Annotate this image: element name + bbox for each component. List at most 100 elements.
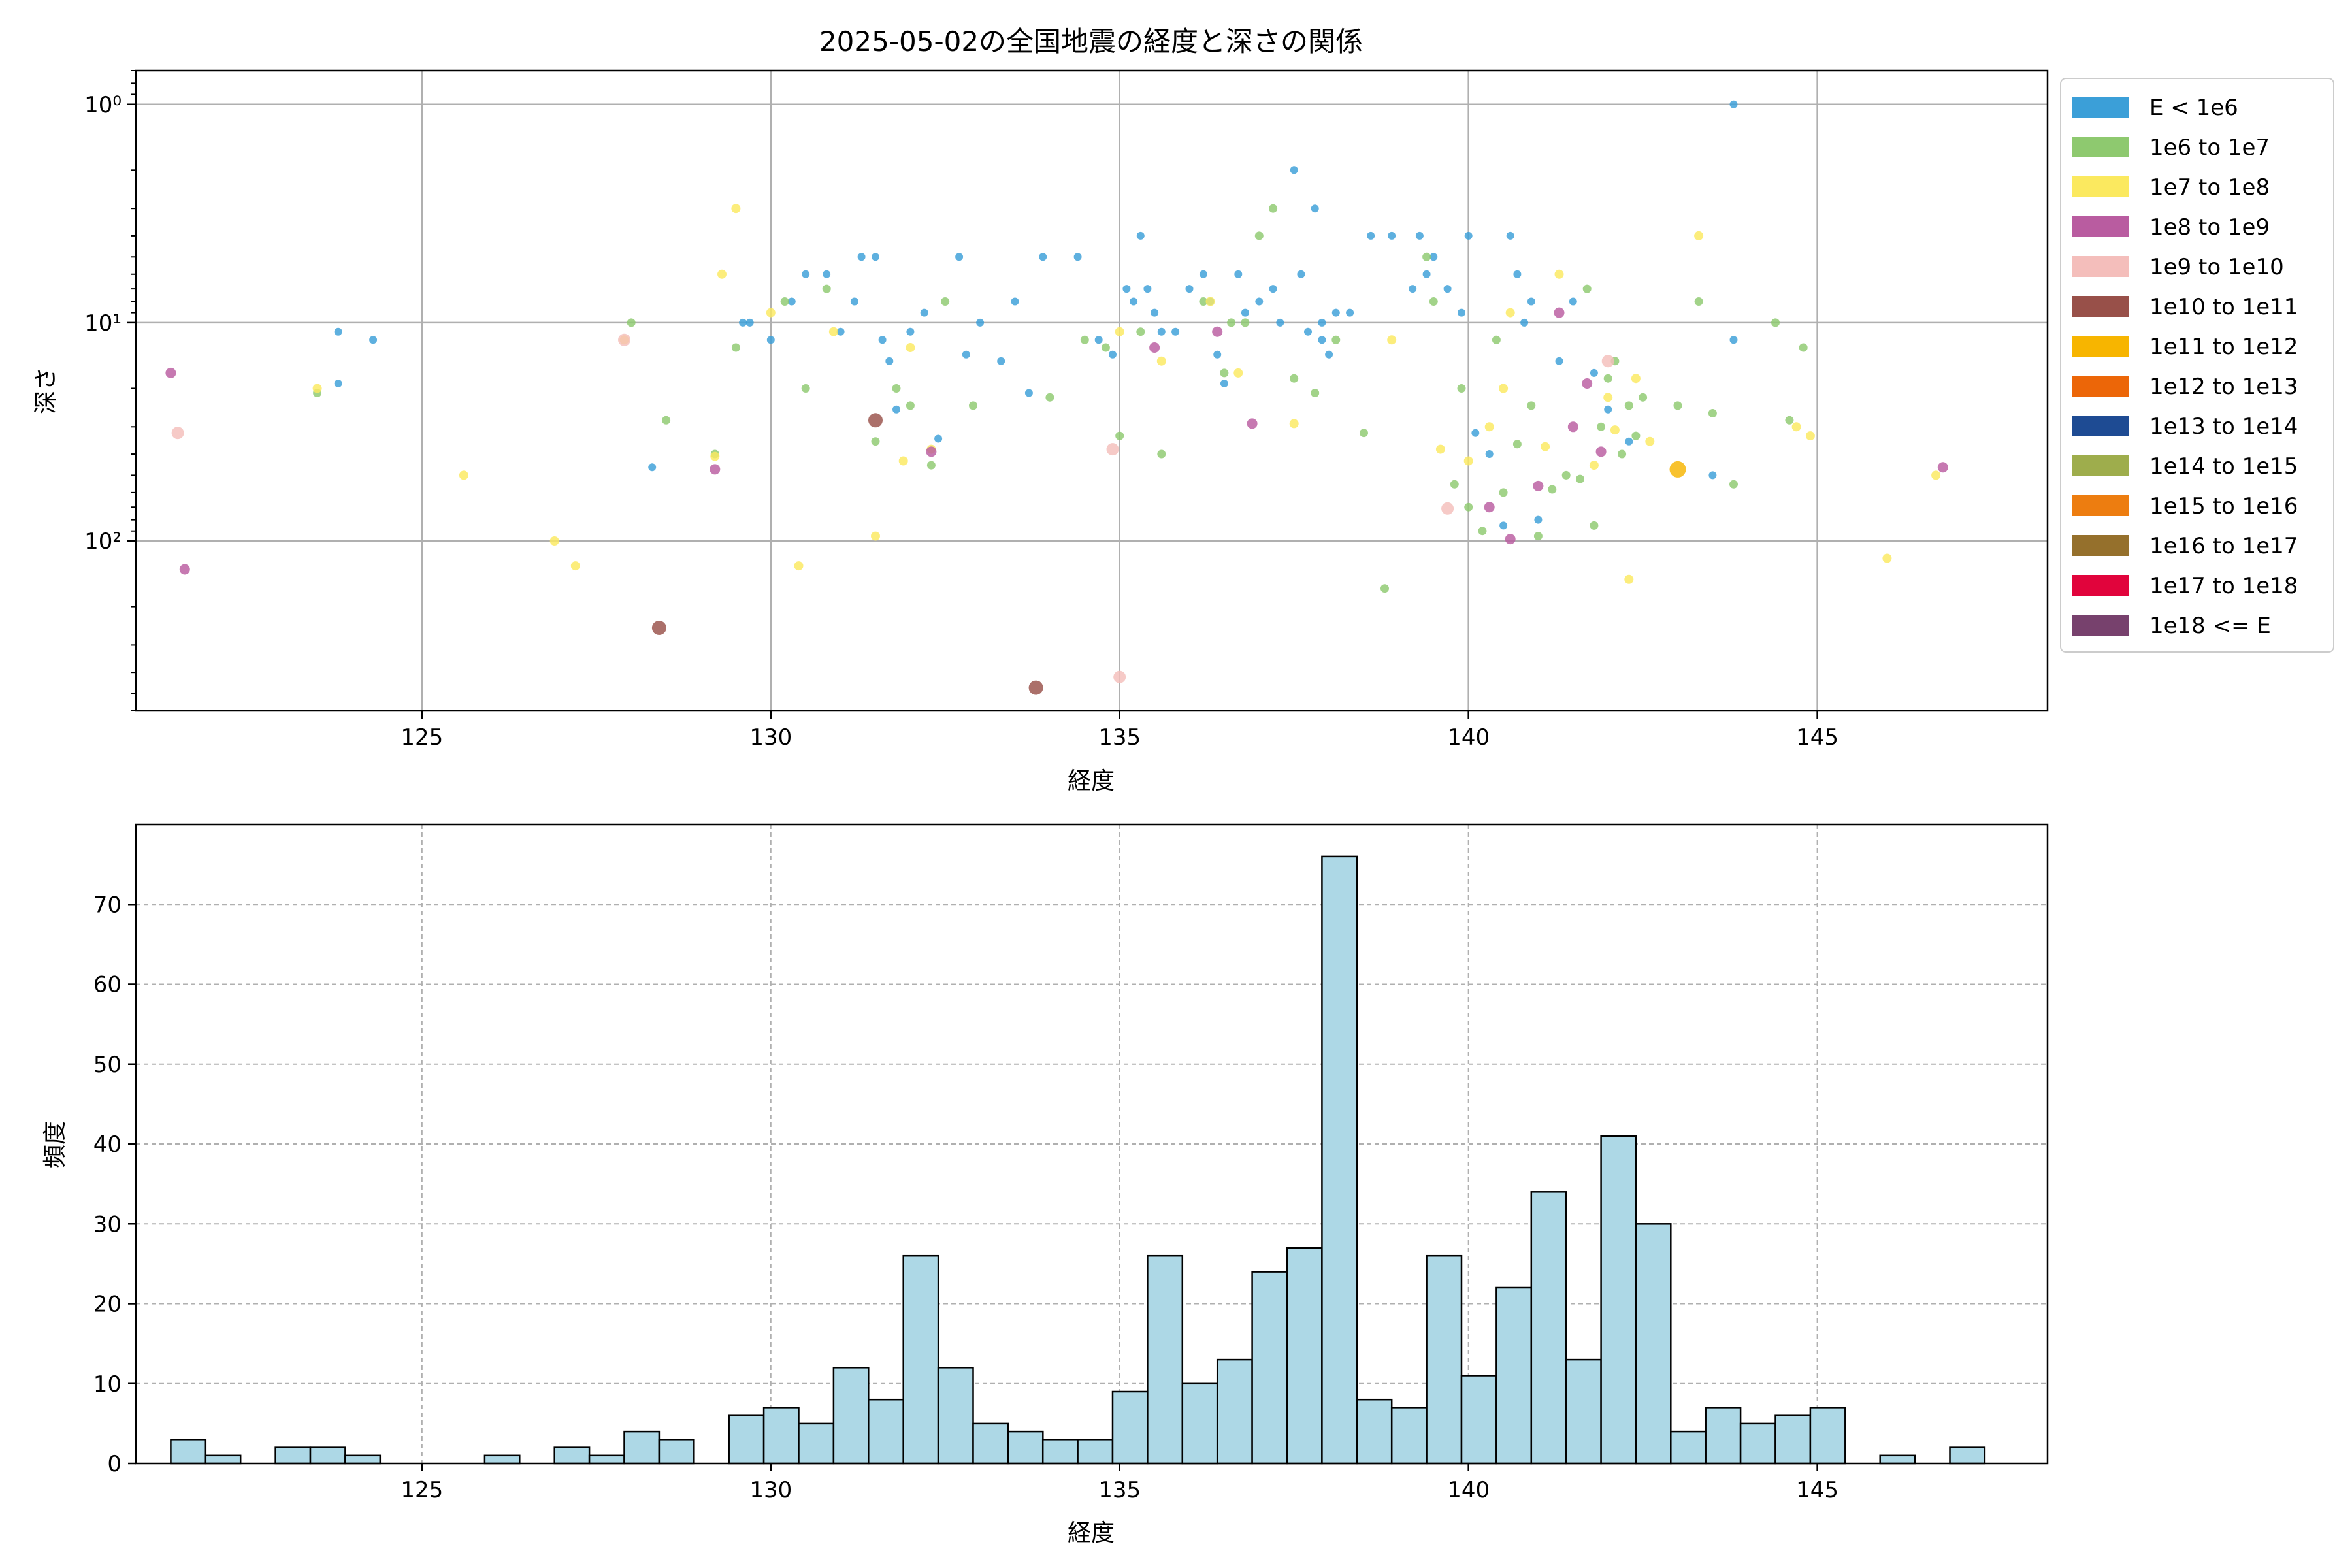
legend-label: 1e17 to 1e18 [2149, 573, 2298, 599]
scatter-point [1255, 297, 1264, 306]
scatter-point [1113, 670, 1126, 683]
scatter-point [857, 253, 866, 261]
histogram-bar [1879, 1454, 1916, 1465]
scatter-point [1708, 471, 1717, 480]
scatter-point [1601, 355, 1614, 368]
scatter-point [898, 456, 908, 466]
histogram-y-tick-label: 0 [107, 1451, 122, 1477]
scatter-plot-frame [135, 69, 2049, 712]
scatter-point [850, 297, 858, 306]
scatter-point [1471, 429, 1480, 437]
scatter-point [1582, 378, 1593, 389]
histogram-bar [1147, 1254, 1184, 1465]
scatter-point [1441, 502, 1454, 515]
scatter-point [334, 380, 342, 387]
scatter-point [892, 405, 900, 414]
scatter-minor-ticks [131, 70, 136, 711]
scatter-point [1791, 422, 1801, 432]
histogram-y-tick-label: 30 [93, 1211, 122, 1237]
scatter-point [1492, 335, 1501, 344]
scatter-point [1269, 285, 1277, 293]
scatter-x-tick-label: 135 [1098, 725, 1141, 751]
histogram-bar [1077, 1439, 1114, 1465]
histogram-bar [1181, 1382, 1218, 1465]
scatter-point [1227, 318, 1236, 327]
histogram-bar [658, 1439, 695, 1465]
scatter-point [1422, 252, 1431, 261]
scatter-point [1429, 297, 1438, 306]
histogram-x-tick-label: 135 [1098, 1477, 1141, 1503]
legend-label: 1e14 to 1e15 [2149, 453, 2298, 480]
scatter-point [1213, 350, 1222, 359]
scatter-point [731, 204, 741, 214]
scatter-point [1729, 336, 1738, 344]
histogram-bar [1041, 1439, 1079, 1465]
scatter-point [1220, 368, 1229, 378]
legend-swatch [2072, 216, 2129, 237]
scatter-y-axis-ticks: 10⁰ 10¹ 10² [84, 92, 136, 555]
legend-swatch [2072, 256, 2129, 277]
scatter-point [1028, 680, 1043, 695]
scatter-point [1199, 297, 1208, 306]
scatter-point [1435, 444, 1445, 454]
scatter-point [1122, 285, 1131, 293]
histogram-y-axis-label: 頻度 [42, 1121, 69, 1168]
scatter-point [1331, 308, 1340, 317]
scatter-point [906, 401, 915, 410]
scatter-point [165, 367, 176, 378]
histogram-bar [274, 1446, 312, 1465]
scatter-point [1450, 480, 1459, 489]
scatter-point [739, 318, 747, 327]
scatter-point [1136, 231, 1145, 240]
scatter-point [1597, 422, 1606, 431]
scatter-point [1199, 270, 1207, 278]
scatter-points [165, 100, 1948, 695]
scatter-point [1729, 480, 1738, 489]
histogram-x-tick-label: 130 [749, 1477, 792, 1503]
scatter-point [745, 318, 754, 327]
scatter-point [1618, 449, 1627, 459]
histogram-bar [344, 1454, 382, 1465]
scatter-point [1631, 431, 1641, 440]
scatter-point [1220, 380, 1228, 387]
scatter-point [1799, 343, 1808, 352]
histogram-bar [1670, 1430, 1707, 1465]
scatter-grid [136, 71, 2048, 711]
scatter-point [1505, 534, 1516, 545]
histogram-bar [1216, 1358, 1253, 1465]
scatter-point [1241, 308, 1249, 317]
scatter-point [1115, 431, 1124, 440]
scatter-point [731, 343, 740, 352]
scatter-point [1554, 307, 1565, 318]
scatter-point [1785, 416, 1794, 425]
scatter-point [1512, 440, 1522, 449]
scatter-point [1080, 335, 1089, 344]
scatter-point [1527, 401, 1536, 410]
legend-swatch [2072, 455, 2129, 476]
scatter-x-axis-ticks: 125 130 135 140 145 [400, 711, 1838, 751]
histogram-bar [1774, 1414, 1812, 1465]
histogram-bar [1356, 1398, 1393, 1465]
legend-swatch [2072, 137, 2129, 157]
scatter-point [1130, 297, 1138, 306]
scatter-point [1694, 231, 1704, 240]
histogram-y-tick-label: 40 [93, 1132, 122, 1158]
scatter-point [1554, 269, 1564, 279]
scatter-point [871, 437, 880, 446]
scatter-point [334, 327, 342, 336]
scatter-point [1458, 308, 1465, 317]
scatter-point [892, 384, 901, 393]
scatter-chart-title: 2025-05-02の全国地震の経度と深さの関係 [819, 25, 1363, 57]
legend-items: E < 1e6 1e6 to 1e7 1e7 to 1e8 1e8 to 1e9 1e9… [2072, 95, 2298, 639]
histogram-x-axis-ticks: 125 130 135 140 145 [400, 1463, 1838, 1503]
histogram-bar [483, 1454, 521, 1465]
scatter-point [1409, 285, 1417, 293]
histogram-bar [204, 1454, 242, 1465]
scatter-y-tick-label: 10⁰ [84, 92, 122, 118]
scatter-point [1645, 436, 1655, 446]
scatter-point [1541, 442, 1550, 451]
scatter-point [651, 621, 666, 635]
scatter-point [1156, 356, 1166, 366]
histogram-y-tick-label: 70 [93, 892, 122, 918]
